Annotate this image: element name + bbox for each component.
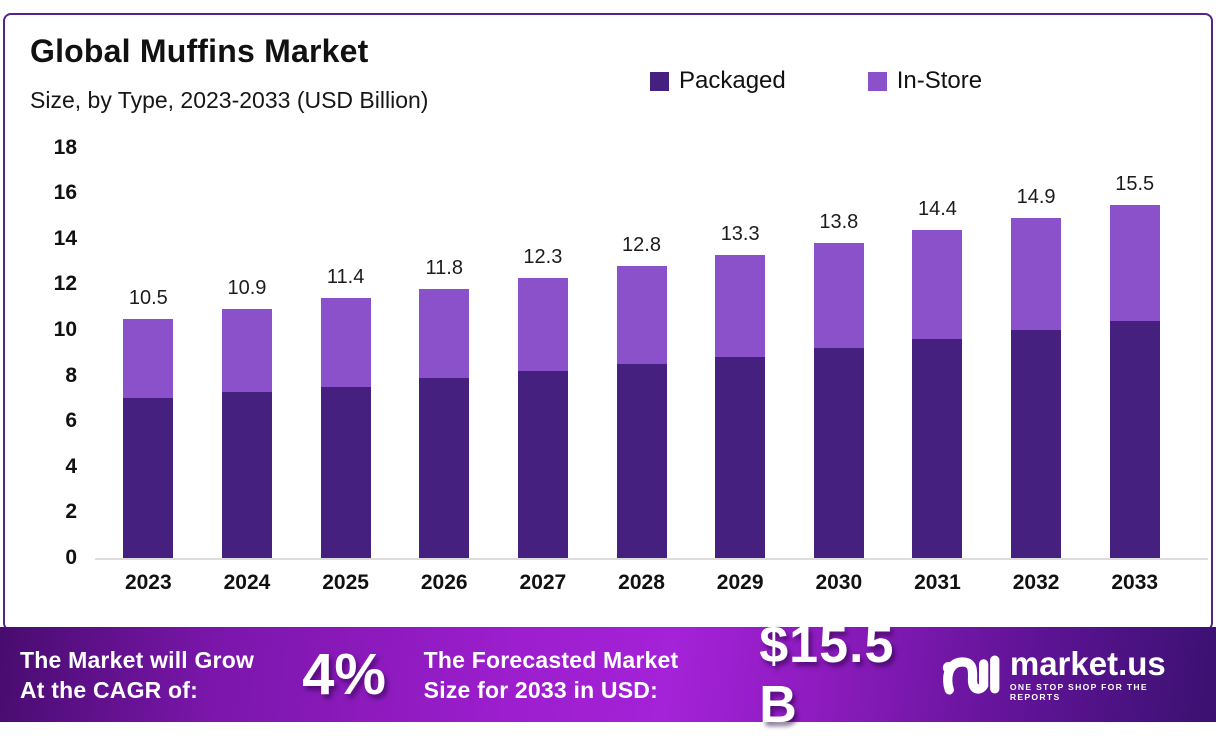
x-tick-2030: 2030 <box>815 571 863 594</box>
legend-label-packaged: Packaged <box>679 67 786 94</box>
legend-label-instore: In-Store <box>896 67 983 94</box>
bar-total-label-2023: 10.5 <box>128 286 168 309</box>
chart-subtitle: Size, by Type, 2023-2033 (USD Billion) <box>30 87 429 113</box>
x-tick-2023: 2023 <box>124 571 172 594</box>
plot-area: 10.5 10.9 11.4 11.8 12.3 12.8 13.3 13.8 14.4 14.9… <box>99 15 1184 558</box>
logo-name: market.us <box>1009 644 1166 682</box>
bar-segment-packaged-2024 <box>221 391 272 558</box>
x-tick-2026: 2026 <box>420 571 468 594</box>
y-tick-14: 14 <box>53 226 77 250</box>
bar-2027: 12.3 <box>494 15 593 558</box>
y-tick-10: 10 <box>53 318 77 341</box>
bar-segment-instore-2033 <box>1109 204 1160 321</box>
x-tick-2027: 2027 <box>519 571 567 594</box>
x-tick-2033: 2033 <box>1111 571 1159 594</box>
bar-2028: 12.8 <box>592 15 691 558</box>
cagr-banner: The Market will Grow At the CAGR of: 4% … <box>0 616 1216 734</box>
y-tick-12: 12 <box>53 272 77 296</box>
y-tick-16: 16 <box>53 181 77 205</box>
marketus-logo-icon <box>942 655 999 694</box>
bar-total-label-2032: 14.9 <box>1016 186 1056 209</box>
x-tick-2024: 2024 <box>223 571 271 594</box>
bar-total-label-2030: 13.8 <box>819 211 859 234</box>
bar-segment-packaged-2032 <box>1011 330 1062 558</box>
bar-2029: 13.3 <box>691 15 790 558</box>
bar-2033: 15.5 <box>1085 15 1184 558</box>
bar-segment-packaged-2031 <box>912 339 963 558</box>
x-tick-2025: 2025 <box>322 571 369 594</box>
bar-total-label-2027: 12.3 <box>523 245 563 268</box>
bar-2023: 10.5 <box>99 15 198 558</box>
marketus-logo-text: market.us ONE STOP SHOP FOR THE REPORTS <box>1009 644 1194 702</box>
bar-segment-instore-2027 <box>517 277 568 372</box>
bar-segment-packaged-2029 <box>715 357 766 558</box>
legend-item-packaged: Packaged <box>650 67 786 95</box>
forecast-label: The Forecasted Market Size for 2033 in U… <box>424 645 712 705</box>
bar-total-label-2026: 11.8 <box>425 256 463 279</box>
marketus-logo: market.us ONE STOP SHOP FOR THE REPORTS <box>941 647 1200 703</box>
x-tick-2029: 2029 <box>716 571 764 594</box>
bar-2031: 14.4 <box>888 15 987 558</box>
x-axis-line <box>95 558 1208 560</box>
bar-segment-instore-2032 <box>1011 218 1062 330</box>
bar-segment-instore-2030 <box>813 243 864 349</box>
y-tick-18: 18 <box>53 135 77 159</box>
x-tick-2028: 2028 <box>618 571 665 594</box>
y-tick-4: 4 <box>65 454 77 478</box>
bar-segment-instore-2026 <box>419 288 470 378</box>
bar-segment-packaged-2026 <box>419 377 470 558</box>
x-axis-labels: 2023 2024 2025 2026 2027 2028 2029 2030 2031 2032… <box>99 571 1184 595</box>
chart-panel: Global Muffins Market Size, by Type, 202… <box>3 13 1213 631</box>
y-tick-2: 2 <box>65 500 77 524</box>
bar-total-label-2031: 14.4 <box>917 197 957 220</box>
y-tick-6: 6 <box>65 409 77 433</box>
bar-total-label-2024: 10.9 <box>227 277 267 300</box>
cagr-value: 4% <box>302 642 386 707</box>
legend: Packaged In-Store <box>650 67 982 95</box>
bar-segment-packaged-2028 <box>616 364 667 558</box>
logo-tagline: ONE STOP SHOP FOR THE REPORTS <box>1009 681 1148 702</box>
bar-2025: 11.4 <box>296 15 395 558</box>
bar-total-label-2025: 11.4 <box>326 266 365 289</box>
bar-segment-packaged-2025 <box>320 387 371 558</box>
y-tick-8: 8 <box>65 363 77 387</box>
forecast-label-line2: Size for 2033 in USD: <box>423 676 658 703</box>
x-tick-2032: 2032 <box>1012 571 1060 594</box>
bar-2026: 11.8 <box>395 15 494 558</box>
bar-segment-instore-2025 <box>320 298 371 387</box>
bar-total-label-2028: 12.8 <box>622 234 661 257</box>
bar-2024: 10.9 <box>198 15 297 558</box>
bar-segment-instore-2029 <box>715 254 766 358</box>
x-tick-2031: 2031 <box>914 571 961 594</box>
forecast-value: $15.5 B <box>759 615 895 734</box>
instore-swatch <box>867 71 887 91</box>
bar-segment-packaged-2030 <box>813 348 864 558</box>
bar-total-label-2033: 15.5 <box>1115 172 1155 195</box>
bar-segment-packaged-2023 <box>123 398 174 558</box>
chart-title: Global Muffins Market <box>30 33 369 69</box>
packaged-swatch <box>650 71 669 91</box>
forecast-label-line1: The Forecasted Market <box>423 646 679 673</box>
cagr-label-line2: At the CAGR of: <box>20 676 199 703</box>
bar-segment-instore-2031 <box>912 229 963 340</box>
bar-segment-instore-2023 <box>123 318 174 399</box>
bar-segment-packaged-2027 <box>517 371 568 558</box>
y-tick-0: 0 <box>65 546 77 569</box>
bar-segment-instore-2024 <box>221 309 272 392</box>
bar-total-label-2029: 13.3 <box>720 222 760 245</box>
cagr-label: The Market will Grow At the CAGR of: <box>20 645 290 705</box>
legend-item-instore: In-Store <box>867 67 983 95</box>
bar-segment-packaged-2033 <box>1109 320 1160 558</box>
bar-2032: 14.9 <box>987 15 1086 558</box>
bar-2030: 13.8 <box>789 15 888 558</box>
bar-segment-instore-2028 <box>616 266 667 365</box>
cagr-label-line1: The Market will Grow <box>20 646 255 673</box>
